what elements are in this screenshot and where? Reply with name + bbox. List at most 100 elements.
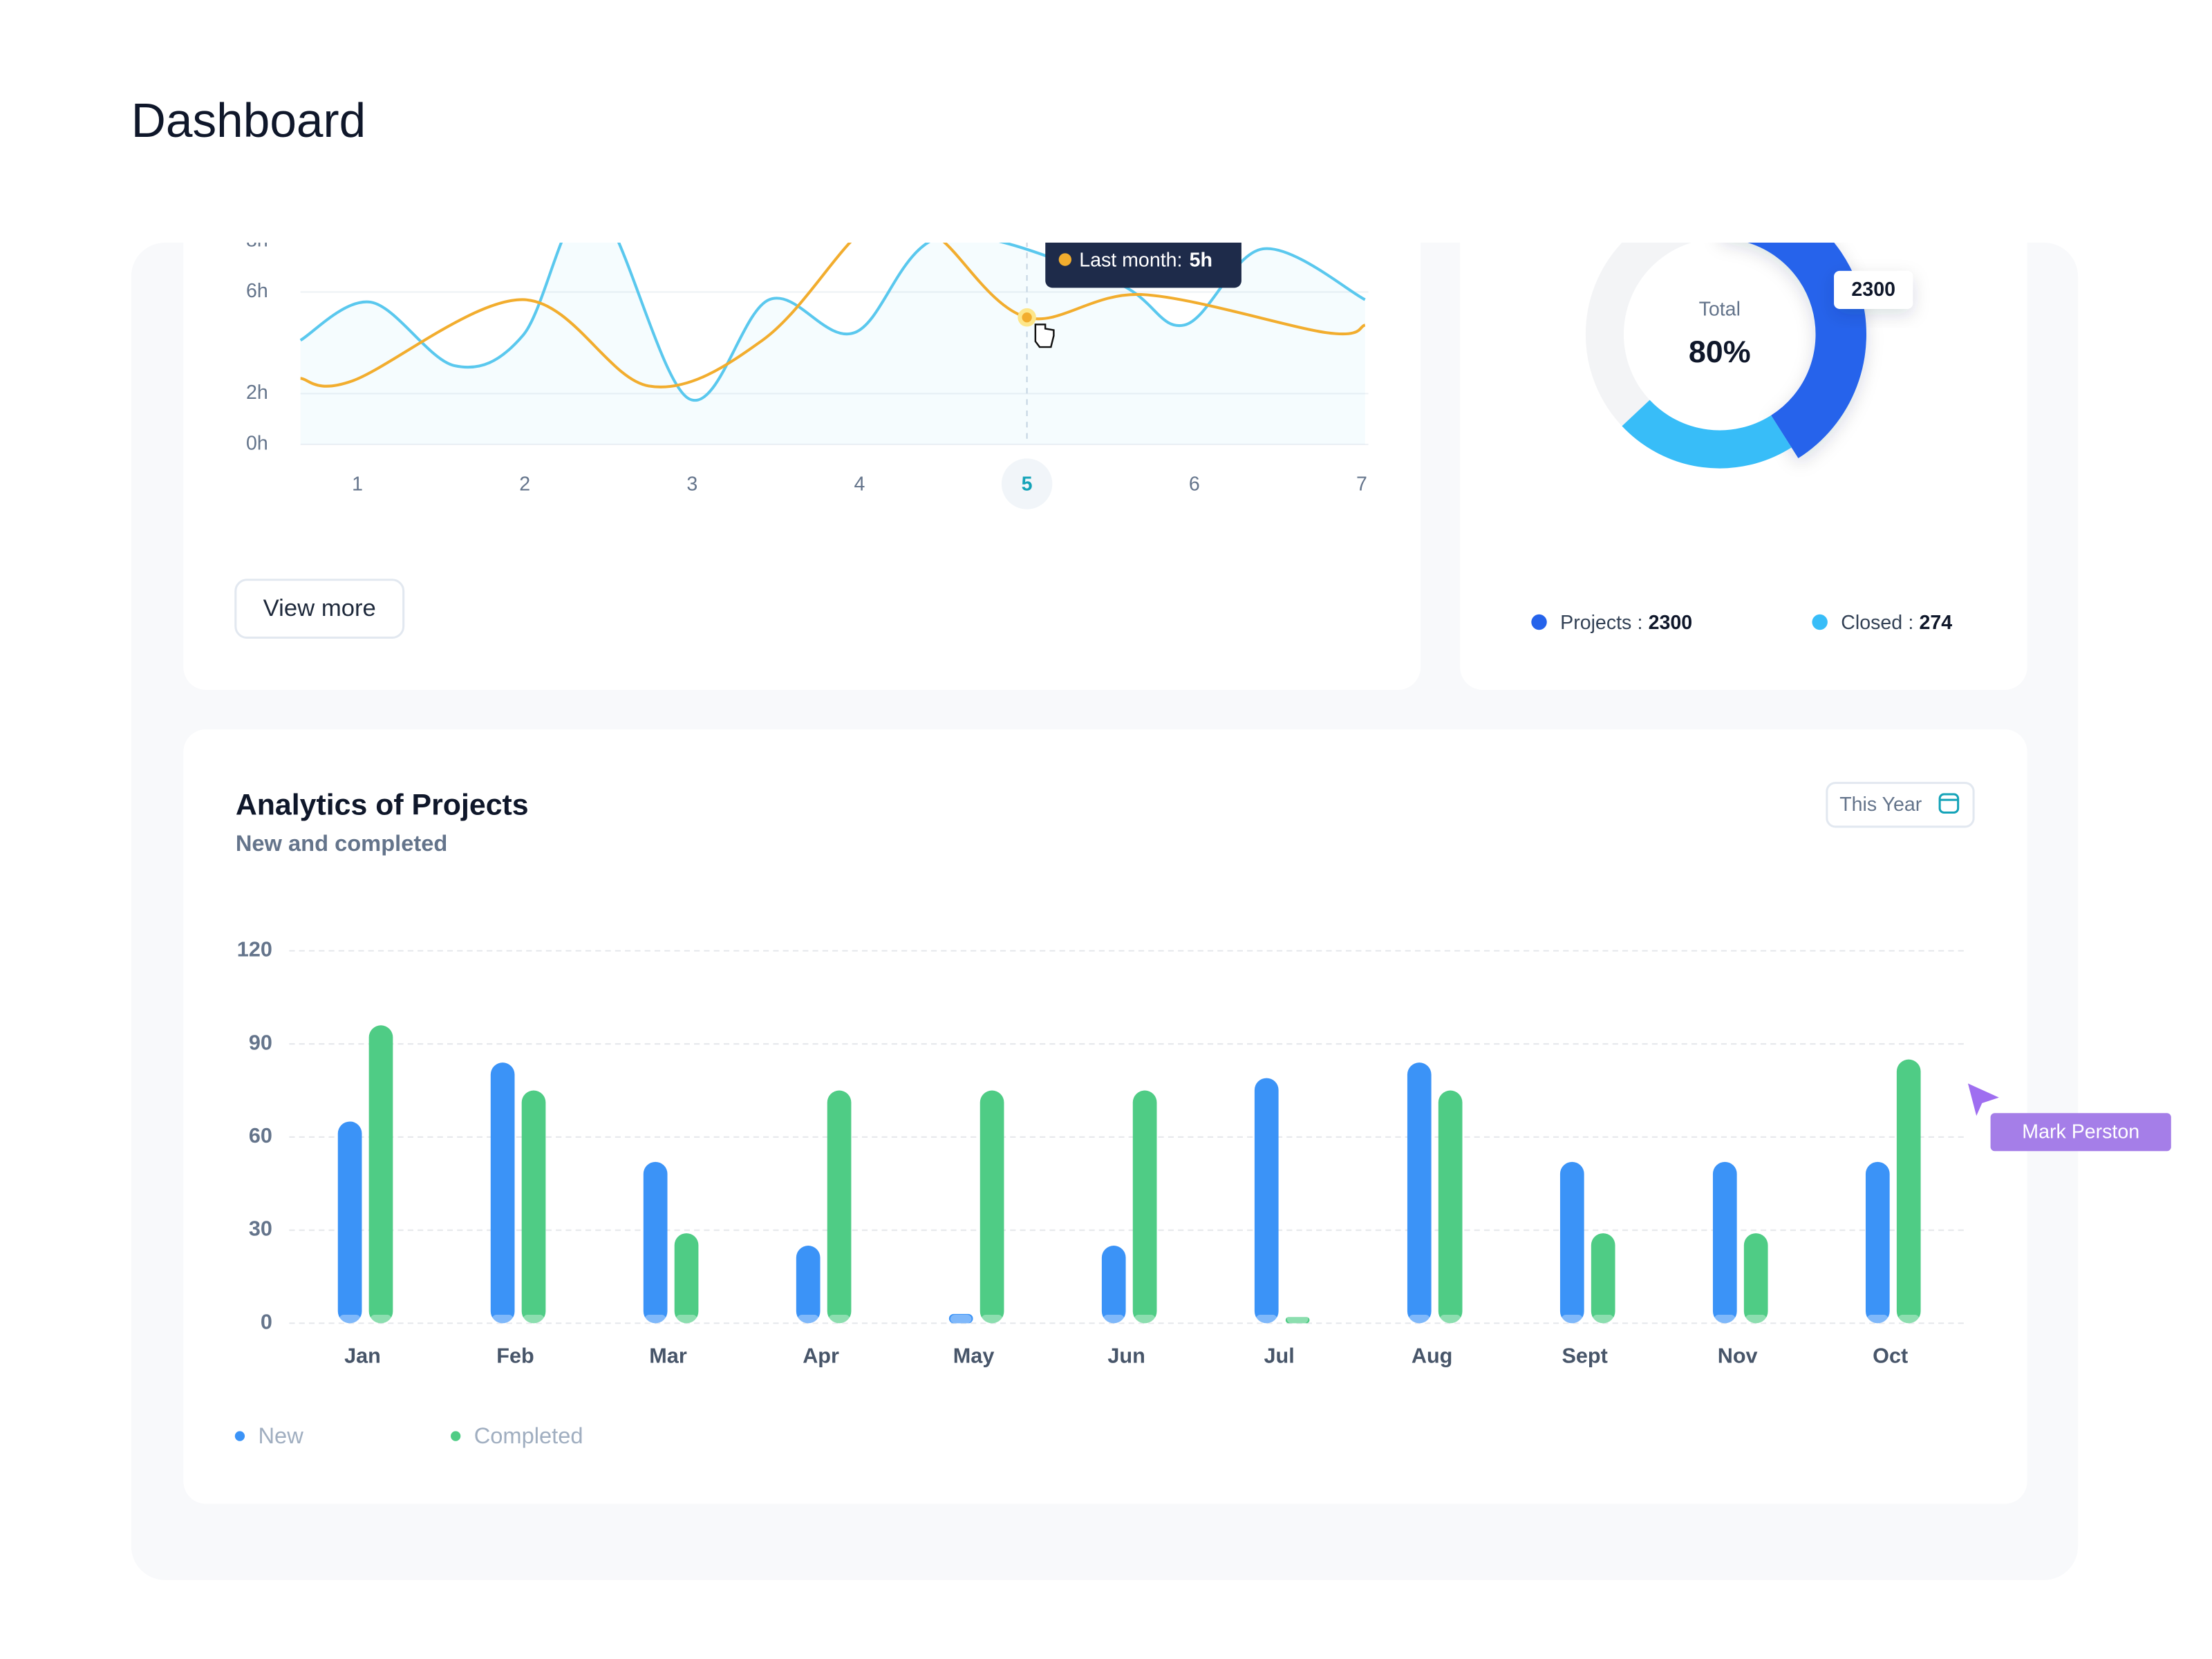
bar bbox=[1865, 1161, 1890, 1324]
highlight-tick bbox=[1001, 458, 1053, 509]
bar-base bbox=[1714, 1315, 1736, 1324]
legend-separator: : bbox=[1908, 612, 1913, 634]
bar bbox=[490, 1062, 515, 1324]
bar bbox=[521, 1090, 546, 1324]
x-tick-label: Jul bbox=[1264, 1344, 1294, 1367]
tooltip-value: 5h bbox=[1190, 249, 1212, 271]
x-tick-label: 5 bbox=[1022, 474, 1033, 496]
bar-base bbox=[1592, 1315, 1614, 1324]
legend-label: Completed bbox=[474, 1423, 583, 1448]
bar bbox=[796, 1246, 821, 1324]
line-chart: 0h 2h 6h 8h 1 2 3 4 5 6 7 Last month: 5h bbox=[246, 229, 1369, 509]
bar bbox=[674, 1233, 699, 1324]
donut-segment bbox=[1622, 400, 1792, 469]
bar-base bbox=[370, 1315, 392, 1324]
legend-label: New bbox=[258, 1423, 303, 1448]
x-tick-label: Jun bbox=[1107, 1344, 1145, 1367]
bar bbox=[1743, 1233, 1768, 1324]
calendar-icon bbox=[1938, 793, 1960, 814]
button-label[interactable]: View more bbox=[263, 595, 376, 621]
legend-count: 274 bbox=[1919, 612, 1952, 634]
legend-separator: : bbox=[1637, 612, 1642, 634]
x-tick-label: Oct bbox=[1873, 1344, 1908, 1367]
bar-base bbox=[1561, 1315, 1583, 1324]
period-button[interactable] bbox=[1826, 782, 1975, 828]
x-tick-label: Aug bbox=[1412, 1344, 1453, 1367]
line-area bbox=[300, 243, 1365, 444]
y-tick-label: 90 bbox=[249, 1031, 272, 1054]
x-tick-label: Nov bbox=[1718, 1344, 1758, 1367]
bar-base bbox=[339, 1315, 361, 1324]
bar bbox=[1438, 1090, 1463, 1324]
y-tick-label: 30 bbox=[249, 1217, 272, 1241]
bar bbox=[1591, 1233, 1615, 1324]
bar bbox=[1407, 1062, 1432, 1324]
callout-value: 2300 bbox=[1851, 279, 1895, 301]
x-tick-label: 7 bbox=[1356, 474, 1367, 496]
y-tick-label: 60 bbox=[249, 1124, 272, 1147]
bar bbox=[1559, 1161, 1584, 1324]
bar-chart: Analytics of Projects New and completed Th… bbox=[234, 782, 1975, 1448]
bar bbox=[948, 1313, 973, 1324]
tooltip-text: Last month: 5h bbox=[1079, 249, 1212, 271]
x-tick-label: Feb bbox=[496, 1344, 534, 1367]
legend-count: 2300 bbox=[1649, 612, 1693, 634]
bar-base bbox=[1103, 1315, 1125, 1324]
x-tick-label: 3 bbox=[686, 474, 697, 496]
bar bbox=[980, 1090, 1004, 1324]
x-tick-label: Mar bbox=[649, 1344, 687, 1367]
bar bbox=[1896, 1059, 1921, 1324]
bar-base bbox=[675, 1315, 697, 1324]
bar bbox=[337, 1121, 362, 1324]
x-tick-label: Apr bbox=[803, 1344, 839, 1367]
view-more-button[interactable]: View more bbox=[234, 579, 405, 639]
y-tick-label: 0h bbox=[246, 432, 268, 454]
legend-dot bbox=[1531, 614, 1547, 630]
page-title: Dashboard bbox=[131, 93, 366, 147]
y-tick-label: 0 bbox=[261, 1310, 272, 1333]
line-series bbox=[300, 243, 1366, 388]
bar-base bbox=[1745, 1315, 1767, 1324]
bar-base bbox=[1255, 1315, 1277, 1324]
cursor-user: Mark Perston bbox=[2022, 1121, 2139, 1143]
y-tick-label: 8h bbox=[246, 229, 268, 252]
tooltip-series: Last month: bbox=[1079, 249, 1182, 271]
period-label[interactable]: This Year bbox=[1839, 794, 1922, 816]
donut-chart: Total 80% 2300 bbox=[1585, 243, 1913, 469]
bar-base bbox=[491, 1315, 514, 1324]
bar bbox=[1254, 1078, 1279, 1324]
bar-base bbox=[1439, 1315, 1461, 1324]
bar-base bbox=[1897, 1315, 1920, 1324]
line-card bbox=[183, 243, 1421, 690]
legend-name: Projects bbox=[1560, 612, 1631, 634]
x-tick-label: 6 bbox=[1189, 474, 1200, 496]
legend-entry: Closed:274 bbox=[1841, 612, 1952, 634]
cursor-tag bbox=[1990, 1113, 2171, 1152]
bar bbox=[1132, 1090, 1157, 1324]
callout bbox=[1834, 270, 1913, 309]
legend-name: Closed bbox=[1841, 612, 1902, 634]
hand-cursor bbox=[1034, 324, 1055, 348]
y-tick-label: 6h bbox=[246, 280, 268, 302]
x-tick-label: 4 bbox=[854, 474, 865, 496]
bar-base bbox=[950, 1315, 972, 1324]
x-tick-label: May bbox=[953, 1344, 995, 1367]
bar bbox=[368, 1025, 393, 1324]
donut-center-label: Total bbox=[1699, 299, 1741, 321]
tooltip bbox=[1045, 243, 1241, 288]
bar-base bbox=[828, 1315, 850, 1324]
button-frame[interactable] bbox=[234, 579, 405, 639]
hover-point bbox=[1018, 308, 1036, 327]
x-tick-label: 1 bbox=[352, 474, 363, 496]
cursor: Mark Perston bbox=[1967, 1083, 2171, 1152]
cursor-arrow bbox=[1967, 1083, 1999, 1116]
legend-dot bbox=[1812, 614, 1828, 630]
legend-entry: Projects:2300 bbox=[1560, 612, 1692, 634]
bar bbox=[1712, 1161, 1737, 1324]
bar-base bbox=[797, 1315, 819, 1324]
tooltip-dot bbox=[1058, 253, 1071, 266]
donut-center-value: 80% bbox=[1689, 334, 1751, 369]
bar bbox=[827, 1090, 852, 1324]
legend-dot bbox=[234, 1431, 245, 1441]
